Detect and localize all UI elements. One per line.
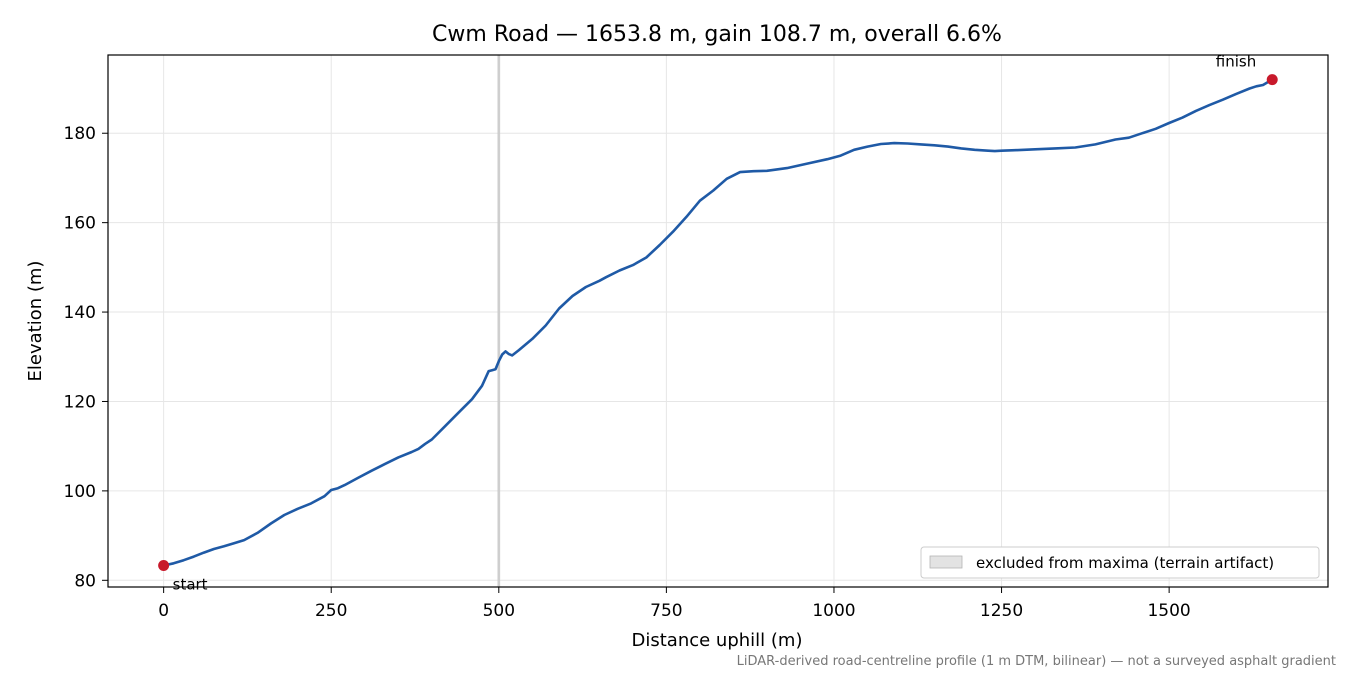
y-tick-label: 180	[64, 124, 96, 144]
x-axis-label: Distance uphill (m)	[632, 630, 803, 651]
x-tick-label: 1000	[812, 601, 855, 621]
legend: excluded from maxima (terrain artifact)	[920, 546, 1320, 579]
x-tick-label: 1250	[980, 601, 1023, 621]
y-tick-label: 140	[64, 303, 96, 323]
y-axis-label: Elevation (m)	[25, 261, 46, 382]
y-tick-label: 160	[64, 214, 96, 234]
finish-label: finish	[1216, 53, 1256, 71]
y-tick-label: 100	[64, 482, 96, 502]
marker-layer: start finish	[158, 53, 1278, 594]
grid-lines	[108, 55, 1328, 587]
finish-marker	[1266, 74, 1278, 86]
start-label: start	[173, 576, 208, 594]
x-tick-label: 500	[483, 601, 515, 621]
legend-box	[920, 546, 1320, 579]
excluded-band-layer	[497, 55, 501, 587]
series-layer	[163, 78, 1273, 567]
x-tick-label: 1500	[1147, 601, 1190, 621]
legend-label: excluded from maxima (terrain artifact)	[976, 554, 1274, 572]
elevation-line	[163, 78, 1273, 567]
legend-swatch	[929, 555, 963, 569]
x-tick-label: 250	[315, 601, 347, 621]
excluded-band	[497, 55, 501, 587]
x-tick-label: 0	[158, 601, 169, 621]
x-tick-label: 750	[650, 601, 682, 621]
axis-ticks: 0 250 500 750 1000 1250 1500 80 100 120 140 160 180	[64, 124, 1191, 621]
plot-area-frame	[107, 54, 1329, 588]
chart-title: Cwm Road — 1653.8 m, gain 108.7 m, overa…	[432, 22, 1002, 47]
y-tick-label: 80	[74, 571, 96, 591]
start-marker	[158, 560, 170, 572]
y-tick-label: 120	[64, 392, 96, 412]
footnote: LiDAR-derived road-centreline profile (1…	[737, 654, 1336, 669]
